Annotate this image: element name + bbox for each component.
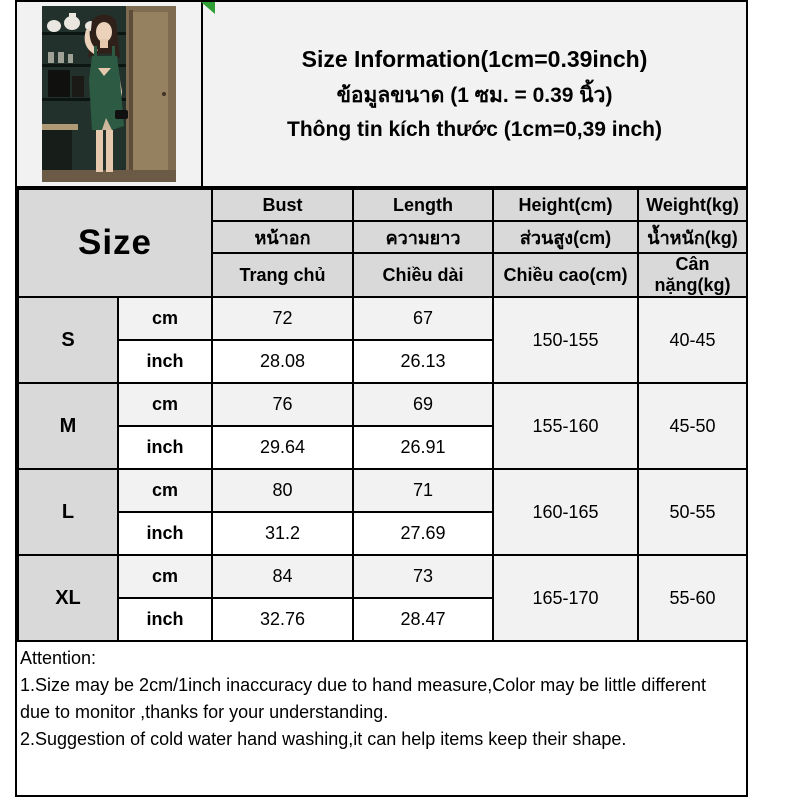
table-row: inch 28.08 26.13 xyxy=(18,339,747,384)
table-row: L cm 80 71 160-165 50-55 xyxy=(17,468,749,556)
bust-inch-m: 29.64 xyxy=(211,425,355,470)
col-header-length-th: ความยาว xyxy=(352,220,495,254)
size-chart-sheet: Size Information(1cm=0.39inch) ข้อมูลขนา… xyxy=(15,0,749,797)
title-block: Size Information(1cm=0.39inch) ข้อมูลขนา… xyxy=(203,2,746,186)
col-header-bust-en: Bust xyxy=(211,188,355,222)
col-header-length-vi: Chiều dài xyxy=(352,252,495,298)
height-range-m: 155-160 xyxy=(492,382,640,470)
bust-inch-s: 28.08 xyxy=(211,339,355,384)
col-header-bust-th: หน้าอก xyxy=(211,220,355,254)
attention-section: Attention: 1.Size may be 2cm/1inch inacc… xyxy=(17,642,746,753)
table-row: M cm 76 69 155-160 45-50 xyxy=(17,382,749,470)
size-label-s: S xyxy=(17,296,119,384)
height-range-l: 160-165 xyxy=(492,468,640,556)
green-corner-marker-icon xyxy=(201,2,215,14)
table-row: inch 29.64 26.91 xyxy=(18,425,747,470)
attention-note-1: 1.Size may be 2cm/1inch inaccuracy due t… xyxy=(20,675,707,722)
unit-label: cm xyxy=(116,382,214,427)
col-header-weight-vi: Cân nặng(kg) xyxy=(637,252,749,298)
length-cm-m: 69 xyxy=(352,382,495,427)
product-photo xyxy=(42,6,176,182)
title-english: Size Information(1cm=0.39inch) xyxy=(301,46,648,73)
unit-label: inch xyxy=(116,511,214,556)
size-label-m: M xyxy=(17,382,119,470)
attention-heading: Attention: xyxy=(20,648,97,668)
bust-cm-l: 80 xyxy=(211,468,355,513)
weight-range-s: 40-45 xyxy=(637,296,749,384)
bust-inch-l: 31.2 xyxy=(211,511,355,556)
size-label-xl: XL xyxy=(17,554,119,642)
col-header-height-th: ส่วนสูง(cm) xyxy=(492,220,640,254)
bust-inch-xl: 32.76 xyxy=(211,597,355,642)
unit-label: cm xyxy=(116,468,214,513)
title-thai: ข้อมูลขนาด (1 ซม. = 0.39 นิ้ว) xyxy=(336,83,613,107)
height-range-xl: 165-170 xyxy=(492,554,640,642)
table-row: S cm 72 67 150-155 40-45 xyxy=(17,296,749,384)
top-section: Size Information(1cm=0.39inch) ข้อมูลขนา… xyxy=(17,2,746,188)
table-row: XL cm 84 73 165-170 55-60 xyxy=(17,554,749,642)
length-cm-xl: 73 xyxy=(352,554,495,599)
unit-label: cm xyxy=(116,296,214,341)
col-header-length-en: Length xyxy=(352,188,495,222)
col-header-height-en: Height(cm) xyxy=(492,188,640,222)
model-figure xyxy=(84,14,128,172)
length-inch-l: 27.69 xyxy=(352,511,495,556)
length-inch-m: 26.91 xyxy=(352,425,495,470)
size-label-l: L xyxy=(17,468,119,556)
unit-label: inch xyxy=(116,339,214,384)
table-row: inch 31.2 27.69 xyxy=(18,511,747,556)
title-vietnamese: Thông tin kích thước (1cm=0,39 inch) xyxy=(287,117,662,141)
col-header-weight-th: น้ำหนัก(kg) xyxy=(637,220,749,254)
size-header-cell: Size xyxy=(16,188,214,298)
unit-label: cm xyxy=(116,554,214,599)
unit-label: inch xyxy=(116,425,214,470)
bust-cm-s: 72 xyxy=(211,296,355,341)
bust-cm-m: 76 xyxy=(211,382,355,427)
unit-label: inch xyxy=(116,597,214,642)
length-cm-l: 71 xyxy=(352,468,495,513)
length-inch-s: 26.13 xyxy=(352,339,495,384)
product-photo-cell xyxy=(17,2,215,186)
length-cm-s: 67 xyxy=(352,296,495,341)
col-header-weight-en: Weight(kg) xyxy=(637,188,749,222)
weight-range-l: 50-55 xyxy=(637,468,749,556)
table-row: inch 32.76 28.47 xyxy=(18,597,747,642)
attention-note-2: 2.Suggestion of cold water hand washing,… xyxy=(20,729,627,749)
weight-range-m: 45-50 xyxy=(637,382,749,470)
size-table: Size Bust Length Height(cm) Weight(kg) ห… xyxy=(16,188,749,642)
length-inch-xl: 28.47 xyxy=(352,597,495,642)
col-header-height-vi: Chiều cao(cm) xyxy=(492,252,640,298)
height-range-s: 150-155 xyxy=(492,296,640,384)
weight-range-xl: 55-60 xyxy=(637,554,749,642)
bust-cm-xl: 84 xyxy=(211,554,355,599)
col-header-bust-vi: Trang chủ xyxy=(211,252,355,298)
